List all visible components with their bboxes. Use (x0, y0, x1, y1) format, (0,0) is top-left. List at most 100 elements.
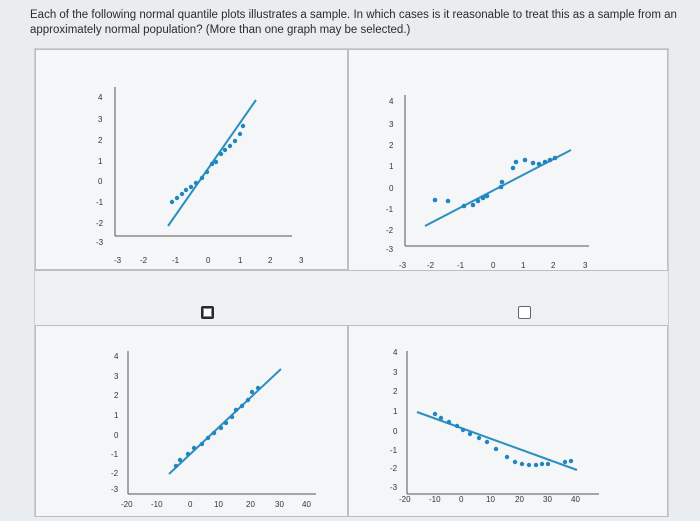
data-point (519, 461, 525, 467)
data-point (542, 159, 548, 165)
data-point (568, 458, 574, 464)
y-tick-label: -2 (111, 469, 119, 478)
data-point (510, 165, 516, 171)
y-tick-label: -1 (111, 450, 119, 459)
data-point (438, 415, 444, 421)
x-tick-label: 2 (268, 256, 273, 265)
data-point (174, 195, 180, 201)
data-point (169, 199, 175, 205)
x-tick-labels: -3 -2 -1 0 1 2 3 (114, 256, 304, 265)
y-tick-labels: 4 3 2 1 0 -1 -2 -3 (386, 97, 394, 254)
y-tick-label: 4 (389, 97, 394, 106)
y-tick-label: -2 (96, 219, 104, 228)
y-tick-label: 4 (393, 348, 398, 357)
data-point (484, 439, 490, 445)
y-tick-label: -1 (386, 205, 394, 214)
x-tick-label: 10 (214, 500, 223, 509)
data-point (432, 197, 438, 203)
data-point (229, 414, 235, 420)
data-point (179, 191, 185, 197)
x-tick-label: -1 (457, 261, 465, 270)
y-tick-label: 2 (389, 141, 394, 150)
y-tick-label: -3 (96, 238, 104, 247)
data-points (169, 123, 246, 205)
x-tick-label: -3 (114, 256, 122, 265)
y-tick-label: 0 (393, 427, 398, 436)
data-point (255, 385, 261, 391)
x-tick-label: 30 (543, 495, 552, 504)
y-tick-label: -3 (390, 483, 398, 492)
data-point (218, 425, 224, 431)
plot-top-right-checkbox[interactable] (518, 306, 531, 319)
y-tick-label: 1 (98, 157, 103, 166)
x-tick-label: -3 (399, 261, 407, 270)
data-point (493, 446, 499, 452)
x-tick-label: 10 (486, 495, 495, 504)
data-point (446, 419, 452, 425)
data-point (533, 462, 539, 468)
data-point (470, 202, 476, 208)
data-point (526, 462, 532, 468)
data-point (499, 179, 505, 185)
x-tick-label: 1 (521, 261, 526, 270)
y-tick-label: 3 (114, 372, 119, 381)
data-point (530, 160, 536, 166)
x-tick-label: -2 (427, 261, 435, 270)
data-point (513, 159, 519, 165)
y-tick-label: -3 (111, 485, 119, 494)
x-tick-labels: -20 -10 0 10 20 30 40 (121, 500, 311, 509)
y-tick-label: 0 (98, 177, 103, 186)
data-point (536, 161, 542, 167)
y-tick-label: 1 (393, 407, 398, 416)
x-tick-labels: -20 -10 0 10 20 30 40 (399, 495, 580, 504)
plot-bottom-left: 4 3 2 1 0 -1 -2 -3 -20 -10 0 10 20 30 40 (35, 325, 348, 517)
quantile-plot-top-left: 4 3 2 1 0 -1 -2 -3 -3 -2 -1 0 1 2 3 (96, 87, 304, 265)
question-text: Each of the following normal quantile pl… (30, 9, 677, 36)
y-tick-label: 1 (114, 411, 119, 420)
data-point (199, 175, 205, 181)
x-tick-label: 3 (299, 256, 304, 265)
data-point (185, 451, 191, 457)
x-tick-label: 30 (275, 500, 284, 509)
x-tick-label: 1 (238, 256, 243, 265)
data-point (209, 161, 215, 167)
data-point (245, 397, 251, 403)
plot-bottom-right: 4 3 2 1 0 -1 -2 -3 -20 -10 0 10 20 30 40 (348, 325, 668, 517)
data-point (204, 169, 210, 175)
data-point (232, 138, 238, 144)
x-tick-label: -1 (172, 256, 180, 265)
data-point (205, 435, 211, 441)
y-tick-label: 1 (389, 162, 394, 171)
data-point (237, 131, 243, 137)
x-tick-label: 20 (515, 495, 524, 504)
data-point (484, 193, 490, 199)
data-point (562, 459, 568, 465)
data-point (547, 157, 553, 163)
y-tick-label: 0 (389, 184, 394, 193)
data-point (249, 389, 255, 395)
data-points (432, 155, 558, 209)
data-point (480, 195, 486, 201)
x-tick-label: 40 (302, 500, 311, 509)
x-tick-label: -20 (399, 495, 411, 504)
data-point (512, 459, 518, 465)
x-tick-label: 20 (246, 500, 255, 509)
x-tick-label: 2 (551, 261, 556, 270)
quantile-plot-top-right: 4 3 2 1 0 -1 -2 -3 -3 -2 -1 0 1 2 3 (386, 95, 589, 270)
y-tick-labels: 4 3 2 1 0 -1 -2 -3 (96, 93, 104, 247)
answer-grid: 4 3 2 1 0 -1 -2 -3 -3 -2 -1 0 1 2 3 (34, 48, 669, 517)
x-tick-label: -2 (140, 256, 148, 265)
x-tick-label: -20 (121, 500, 133, 509)
y-tick-label: 3 (393, 368, 398, 377)
data-point (177, 457, 183, 463)
plot-top-left-checkbox[interactable] (201, 306, 214, 319)
data-points (432, 411, 574, 468)
y-tick-label: 4 (98, 93, 103, 102)
data-point (461, 203, 467, 209)
data-point (240, 123, 246, 129)
data-point (183, 187, 189, 193)
data-point (193, 180, 199, 186)
data-point (498, 184, 504, 190)
y-tick-label: 2 (98, 136, 103, 145)
y-tick-label: -2 (390, 464, 398, 473)
